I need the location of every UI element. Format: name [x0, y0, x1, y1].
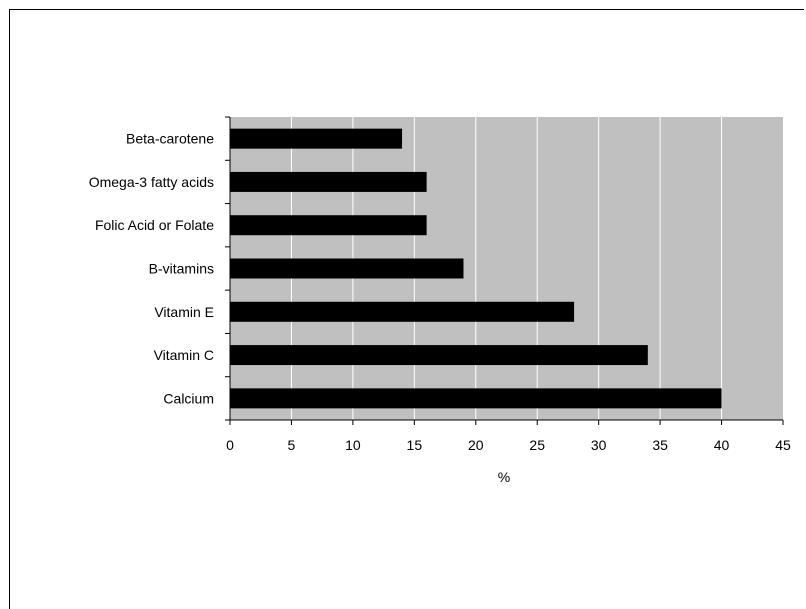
bar: [230, 128, 403, 149]
category-labels: Beta-carotene Omega-3 fatty acids Folic Ac…: [89, 131, 214, 407]
bar: [230, 258, 464, 279]
category-label: Vitamin E: [154, 304, 214, 320]
x-tick-label: 45: [775, 437, 791, 453]
x-tick-label: 20: [468, 437, 484, 453]
x-tick-label: 0: [226, 437, 234, 453]
bar: [230, 215, 427, 236]
x-tick-label: 5: [288, 437, 296, 453]
x-tick-labels: 0 5 10 15 20 25 30 35 40 45: [226, 437, 791, 453]
y-axis-ticks: [225, 116, 230, 421]
x-tick-label: 40: [714, 437, 730, 453]
category-label: Omega-3 fatty acids: [89, 174, 214, 190]
category-label: B-vitamins: [149, 261, 214, 277]
x-tick-label: 35: [652, 437, 668, 453]
category-label: Folic Acid or Folate: [95, 217, 214, 233]
x-tick-label: 10: [345, 437, 361, 453]
bar-chart: Beta-carotene Omega-3 fatty acids Folic Ac…: [89, 116, 791, 485]
category-label: Vitamin C: [154, 347, 214, 363]
bar: [230, 388, 722, 409]
chart-frame: [9, 9, 804, 609]
bar: [230, 171, 427, 192]
category-label: Calcium: [163, 390, 214, 406]
x-tick-label: 15: [407, 437, 423, 453]
x-tick-label: 30: [591, 437, 607, 453]
x-tick-label: 25: [529, 437, 545, 453]
bar: [230, 301, 575, 322]
bar: [230, 345, 648, 366]
x-axis-title: %: [498, 469, 510, 485]
category-label: Beta-carotene: [126, 131, 214, 147]
bars: [230, 128, 722, 409]
x-axis-ticks: [229, 420, 784, 425]
